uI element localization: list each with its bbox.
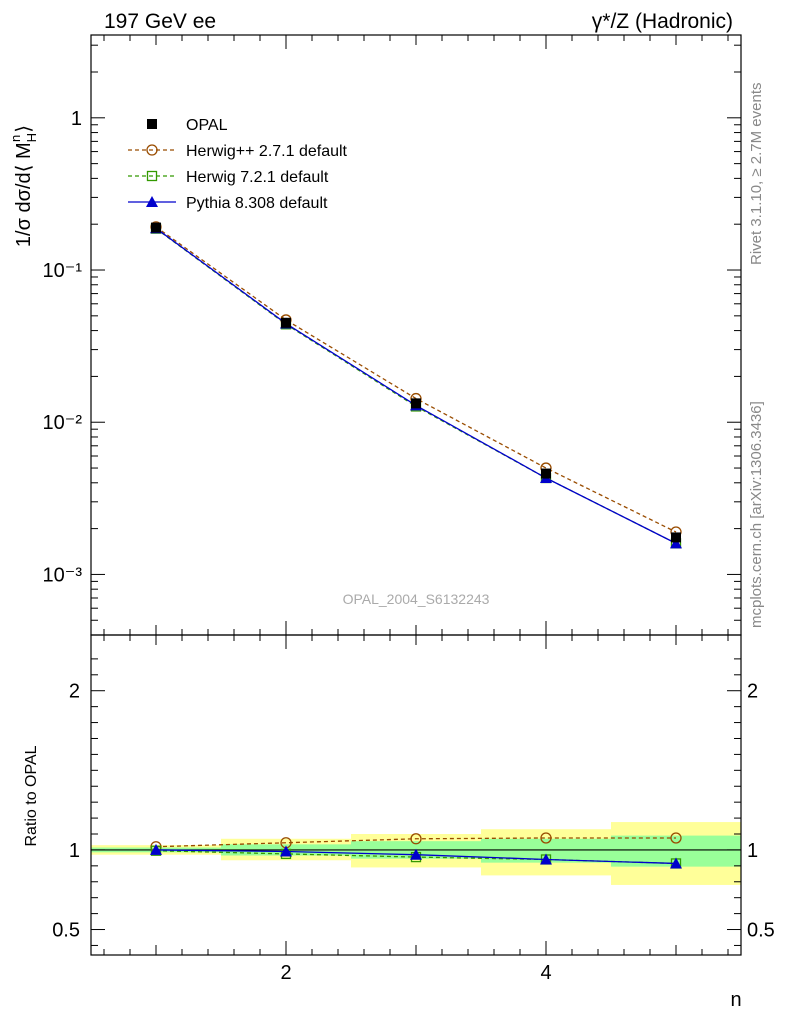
series-line bbox=[155, 227, 677, 544]
header-left: 197 GeV ee bbox=[104, 10, 216, 33]
ratio-point bbox=[410, 833, 422, 845]
x-tick-label: 2 bbox=[280, 962, 291, 984]
data-point bbox=[281, 317, 291, 328]
series-0 bbox=[151, 222, 681, 543]
svg-text:1/σ dσ/d⟨ MHn⟩: 1/σ dσ/d⟨ MHn⟩ bbox=[8, 125, 39, 247]
legend-label: Herwig++ 2.7.1 default bbox=[186, 143, 348, 160]
legend-label: Pythia 8.308 default bbox=[186, 195, 328, 212]
ratio-line bbox=[155, 837, 676, 848]
legend-entry: OPAL bbox=[147, 117, 228, 134]
legend-marker bbox=[146, 196, 158, 207]
band-inner bbox=[481, 838, 611, 863]
ratio-y-tick-label-right: 2 bbox=[747, 681, 758, 703]
legend-marker bbox=[146, 170, 158, 182]
ratio-y-tick-label: 1 bbox=[69, 840, 80, 862]
header-right: γ*/Z (Hadronic) bbox=[592, 10, 733, 33]
data-point bbox=[541, 468, 551, 479]
ratio-point bbox=[280, 845, 292, 857]
mcplots-label: mcplots.cern.ch [arXiv:1306.3436] bbox=[748, 401, 765, 628]
main-panel: 1 10⁻¹ 10⁻² 10⁻³ OPAL_2004_S6132243 1/σ dσ/… bbox=[8, 34, 742, 636]
data-point bbox=[670, 537, 682, 549]
legend-entry: Pythia 8.308 default bbox=[128, 195, 328, 212]
y-tick-label: 10⁻¹ bbox=[43, 260, 83, 282]
y-tick-label: 1 bbox=[71, 108, 82, 130]
legend-label: Herwig 7.2.1 default bbox=[186, 169, 329, 186]
x-tick-label: 4 bbox=[540, 962, 551, 984]
y-tick-label: 10⁻² bbox=[43, 412, 83, 434]
ratio-series-2 bbox=[150, 843, 682, 869]
ratio-ylabel: Ratio to OPAL bbox=[23, 745, 40, 846]
ratio-point bbox=[540, 832, 552, 844]
ratio-point bbox=[670, 832, 682, 844]
ratio-frame bbox=[90, 634, 742, 956]
ratio-point bbox=[150, 843, 162, 855]
series-1 bbox=[150, 221, 682, 538]
legend-label: OPAL bbox=[186, 117, 228, 134]
ratio-point bbox=[540, 853, 552, 865]
data-point bbox=[411, 398, 421, 409]
legend-marker bbox=[147, 119, 157, 129]
legend-entry: Herwig 7.2.1 default bbox=[128, 169, 329, 186]
ratio-y-tick-label-right: 0.5 bbox=[747, 920, 775, 942]
series-line bbox=[155, 228, 677, 544]
watermark: OPAL_2004_S6132243 bbox=[343, 591, 490, 607]
ratio-y-tick-label: 0.5 bbox=[52, 920, 80, 942]
ratio-panel: 0.5 0.5 1 1 2 2 2 4 Ratio to OPAL n bbox=[23, 634, 775, 1011]
legend: OPAL Herwig++ 2.7.1 default Herwig 7.2.1 d… bbox=[128, 117, 348, 212]
legend-marker bbox=[146, 144, 158, 156]
series-2 bbox=[150, 223, 682, 549]
data-point bbox=[671, 532, 681, 543]
ratio-point bbox=[410, 848, 422, 860]
x-axis-label: n bbox=[730, 989, 741, 1011]
data-point bbox=[151, 222, 161, 233]
legend-entry: Herwig++ 2.7.1 default bbox=[128, 143, 348, 160]
rivet-label: Rivet 3.1.10, ≥ 2.7M events bbox=[748, 83, 765, 266]
ratio-point bbox=[670, 857, 682, 869]
ratio-y-tick-label: 2 bbox=[69, 681, 80, 703]
y-tick-label: 10⁻³ bbox=[43, 564, 83, 586]
main-ylabel: 1/σ dσ/d⟨ MHn⟩ bbox=[8, 125, 39, 247]
ratio-y-tick-label-right: 1 bbox=[747, 840, 758, 862]
series-3 bbox=[150, 222, 682, 549]
series-line bbox=[155, 226, 677, 533]
